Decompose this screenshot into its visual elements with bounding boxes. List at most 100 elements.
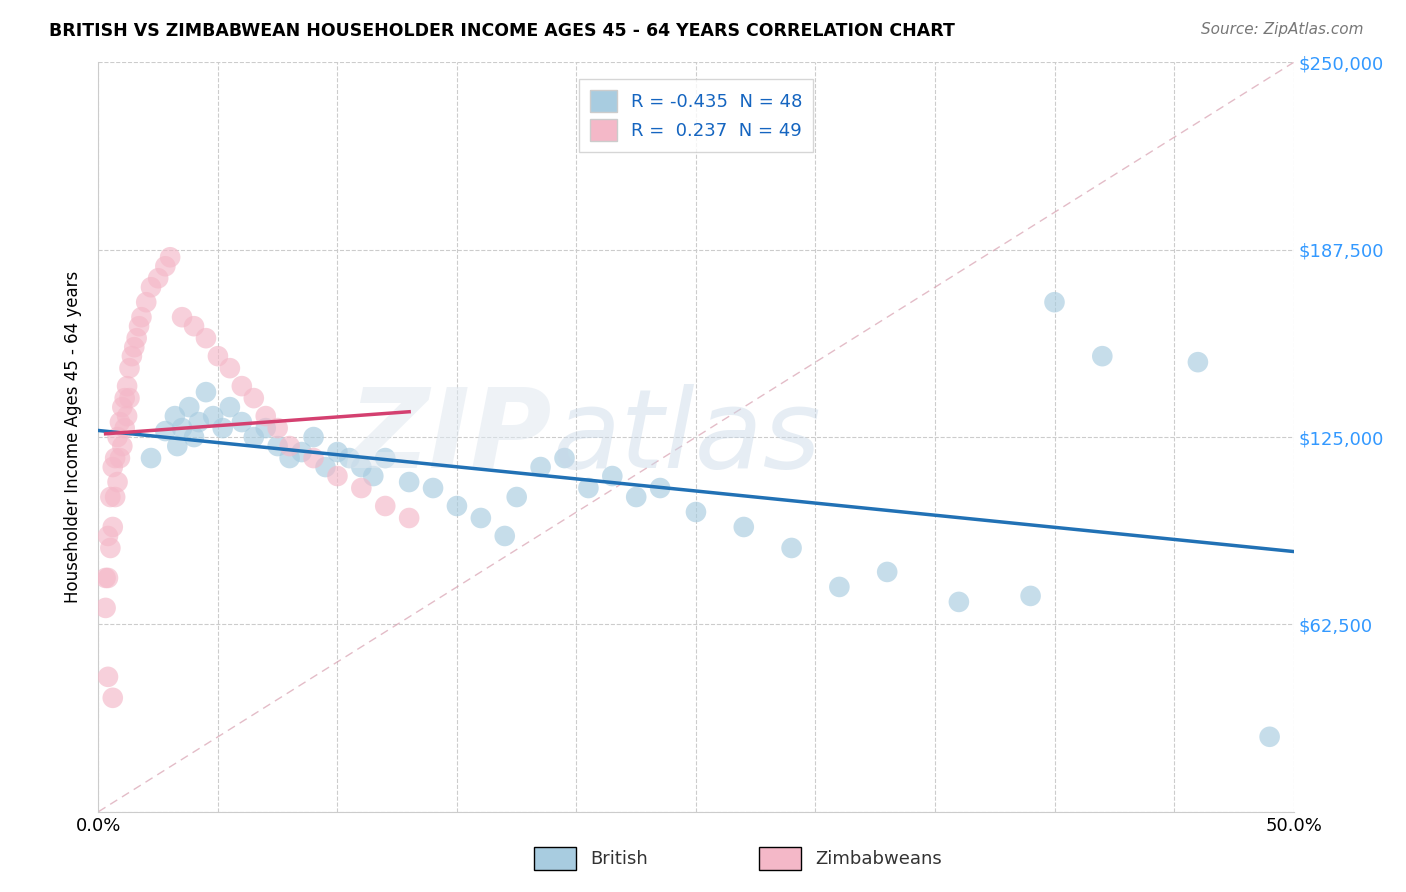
Point <box>339 451 361 466</box>
Point <box>219 400 242 414</box>
Point <box>121 349 143 363</box>
Point <box>148 271 170 285</box>
Text: Zimbabweans: Zimbabweans <box>815 850 942 868</box>
Point <box>101 520 124 534</box>
Point <box>363 469 385 483</box>
Point <box>828 580 851 594</box>
Point <box>254 421 277 435</box>
Point <box>172 310 194 325</box>
Text: ZIP: ZIP <box>349 384 553 491</box>
Point <box>374 451 396 466</box>
Point <box>578 481 600 495</box>
Point <box>350 481 373 495</box>
Point <box>98 490 122 504</box>
Point <box>302 430 325 444</box>
Point <box>101 460 124 475</box>
Point <box>115 379 138 393</box>
Point <box>1187 355 1209 369</box>
Point <box>315 460 337 475</box>
Point <box>506 490 529 504</box>
Point <box>291 445 314 459</box>
Point <box>1258 730 1281 744</box>
Point <box>1043 295 1066 310</box>
Point <box>1019 589 1042 603</box>
Point <box>125 331 148 345</box>
Point <box>104 490 127 504</box>
Point <box>350 460 373 475</box>
Point <box>139 280 162 294</box>
Point <box>1091 349 1114 363</box>
Point <box>98 541 122 555</box>
Point <box>104 451 127 466</box>
Point <box>494 529 516 543</box>
Point <box>948 595 970 609</box>
Text: Source: ZipAtlas.com: Source: ZipAtlas.com <box>1201 22 1364 37</box>
Point <box>163 409 186 423</box>
Point <box>195 385 218 400</box>
Point <box>179 400 201 414</box>
Point <box>554 451 576 466</box>
Text: atlas: atlas <box>553 384 821 491</box>
Point <box>602 469 624 483</box>
Point <box>111 439 134 453</box>
Point <box>159 250 181 264</box>
Point <box>183 319 205 334</box>
Point <box>780 541 803 555</box>
Point <box>685 505 707 519</box>
Point <box>243 391 266 405</box>
Legend: R = -0.435  N = 48, R =  0.237  N = 49: R = -0.435 N = 48, R = 0.237 N = 49 <box>579 79 813 152</box>
Point <box>219 361 242 376</box>
Point <box>155 259 177 273</box>
Point <box>326 445 349 459</box>
Point <box>187 415 209 429</box>
Point <box>733 520 755 534</box>
Point <box>231 415 253 429</box>
Point <box>101 690 124 705</box>
Point <box>115 409 138 423</box>
Point <box>470 511 492 525</box>
Point <box>118 391 141 405</box>
Point <box>111 400 134 414</box>
Point <box>94 571 117 585</box>
Text: BRITISH VS ZIMBABWEAN HOUSEHOLDER INCOME AGES 45 - 64 YEARS CORRELATION CHART: BRITISH VS ZIMBABWEAN HOUSEHOLDER INCOME… <box>49 22 955 40</box>
Text: British: British <box>591 850 648 868</box>
Point <box>398 511 420 525</box>
Point <box>135 295 157 310</box>
Point <box>107 475 129 489</box>
Point <box>626 490 648 504</box>
Point <box>254 409 277 423</box>
Point <box>398 475 420 489</box>
Point <box>114 391 136 405</box>
Point <box>211 421 233 435</box>
Point <box>108 415 131 429</box>
Point <box>128 319 150 334</box>
Point <box>530 460 553 475</box>
Point <box>195 331 218 345</box>
Point <box>124 340 146 354</box>
Point <box>183 430 205 444</box>
Point <box>202 409 225 423</box>
Point <box>94 601 117 615</box>
Point <box>648 481 672 495</box>
Point <box>108 451 131 466</box>
Point <box>97 670 120 684</box>
Point <box>155 424 177 438</box>
Point <box>139 451 162 466</box>
Point <box>278 451 301 466</box>
Point <box>422 481 444 495</box>
Point <box>107 430 129 444</box>
Point <box>243 430 266 444</box>
Point <box>131 310 153 325</box>
Point <box>374 499 396 513</box>
Point <box>302 451 325 466</box>
Point <box>118 361 141 376</box>
Point <box>207 349 229 363</box>
Point <box>326 469 349 483</box>
Point <box>267 439 290 453</box>
Point <box>278 439 301 453</box>
Point <box>114 421 136 435</box>
Point <box>172 421 194 435</box>
Point <box>876 565 898 579</box>
Point <box>97 529 120 543</box>
Point <box>231 379 253 393</box>
